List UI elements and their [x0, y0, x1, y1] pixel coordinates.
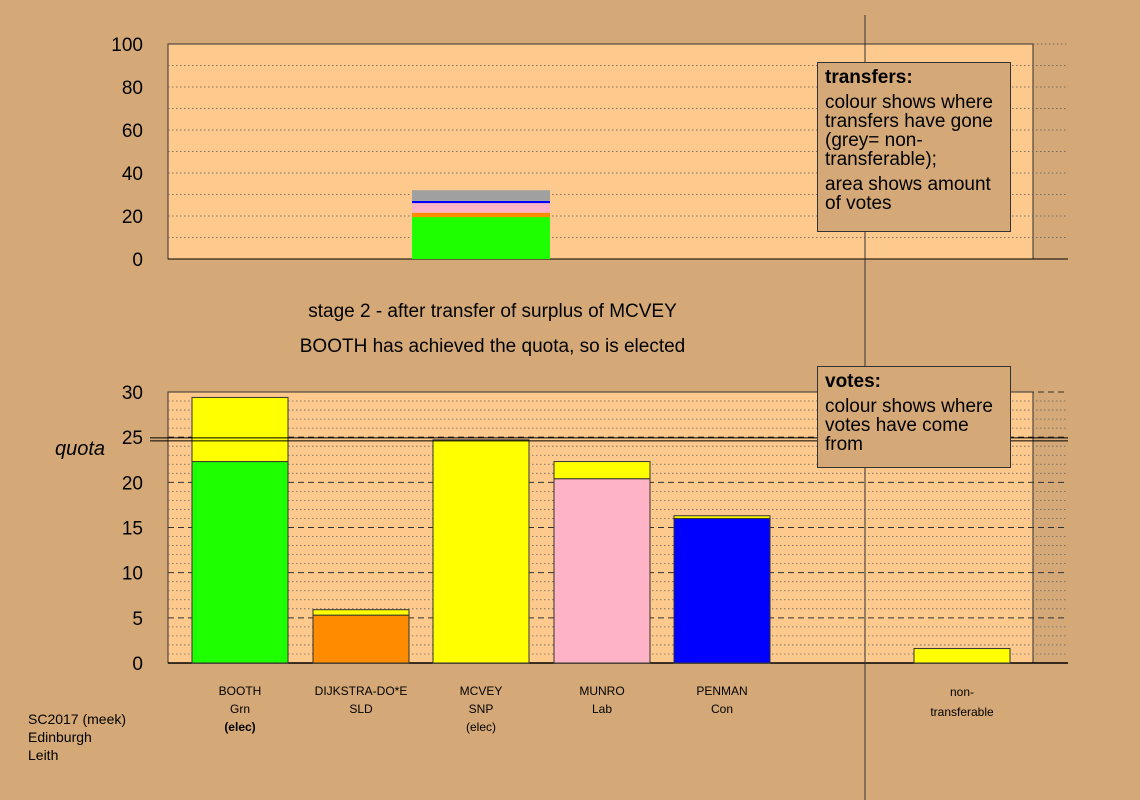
candidate-status: (elec)	[465, 720, 496, 734]
vote-bar-transfer	[312, 609, 410, 616]
vote-bar-transfer	[191, 396, 289, 463]
transfers-legend: transfers: colour shows where transfers …	[817, 62, 1011, 232]
candidate-status: (elec)	[224, 720, 256, 734]
transfers-tick-label: 0	[132, 250, 143, 271]
credit-line3: Leith	[28, 747, 59, 763]
transfer-segment-blue	[412, 200, 550, 204]
transfers-legend-line2: area shows amount of votes	[825, 174, 991, 214]
votes-tick-label: 10	[122, 564, 143, 585]
transfers-tick-label: 80	[122, 78, 143, 99]
stage-text: stage 2 - after transfer of surplus of M…	[308, 301, 677, 322]
transfers-legend-title: transfers:	[825, 67, 913, 88]
transfers-tick-label: 60	[122, 121, 143, 142]
vote-bar-transfer	[432, 439, 530, 664]
credit-block: SC2017 (meek) Edinburgh Leith	[28, 710, 126, 764]
votes-tick-label: 25	[122, 428, 143, 449]
transfer-segment-pink	[412, 203, 550, 213]
transfers-tick-label: 20	[122, 207, 143, 228]
votes-legend-title: votes:	[825, 371, 881, 392]
candidate-name: BOOTH	[218, 684, 262, 698]
candidate-label: BOOTH Grn (elec)	[175, 682, 305, 736]
candidate-name: MUNRO	[579, 684, 625, 698]
transfer-segment-green	[412, 217, 550, 259]
votes-tick-label: 0	[132, 654, 143, 675]
candidate-name: PENMAN	[696, 684, 748, 698]
candidate-label: DIJKSTRA-DO*E SLD	[296, 682, 426, 718]
candidate-name: MCVEY	[459, 684, 503, 698]
transfers-tick-label: 40	[122, 164, 143, 185]
vote-bar-transfer	[673, 515, 771, 519]
candidate-label: MCVEY SNP (elec)	[416, 682, 546, 736]
transfers-legend-line1: colour shows where transfers have gone (…	[825, 92, 993, 170]
votes-legend: votes: colour shows where votes have com…	[817, 366, 1011, 468]
candidate-party: Lab	[591, 702, 613, 716]
candidate-party: Con	[710, 702, 733, 716]
candidate-party: transferable	[930, 705, 994, 719]
votes-tick-label: 5	[132, 609, 143, 630]
credit-line2: Edinburgh	[28, 729, 92, 745]
votes-tick-label: 20	[122, 473, 143, 494]
votes-legend-line1: colour shows where votes have come from	[825, 396, 993, 455]
candidate-name: non-	[949, 685, 975, 699]
quota-label: quota	[55, 438, 106, 460]
vote-bar-own	[553, 478, 651, 664]
vote-bar-transfer	[553, 461, 651, 480]
votes-tick-label: 15	[122, 519, 143, 540]
candidate-party: Grn	[229, 702, 250, 716]
candidate-label: MUNRO Lab	[537, 682, 667, 718]
elected-text: BOOTH has achieved the quota, so is elec…	[299, 336, 686, 357]
vote-bar-own	[312, 614, 410, 664]
vote-bar-transfer	[913, 648, 1011, 664]
candidate-name: DIJKSTRA-DO*E	[314, 684, 408, 698]
vote-bar-own	[191, 461, 289, 664]
credit-line1: SC2017 (meek)	[28, 711, 127, 727]
transfer-segment-grey	[412, 190, 550, 201]
candidate-party: SLD	[349, 702, 373, 716]
transfers-tick-label: 100	[111, 35, 143, 56]
transfer-segment-orange	[412, 212, 550, 218]
candidate-label: PENMAN Con	[657, 682, 787, 718]
candidate-label: non-transferable	[897, 682, 1027, 722]
votes-tick-label: 30	[122, 383, 143, 404]
candidate-party: SNP	[468, 702, 494, 716]
vote-bar-own	[673, 517, 771, 664]
